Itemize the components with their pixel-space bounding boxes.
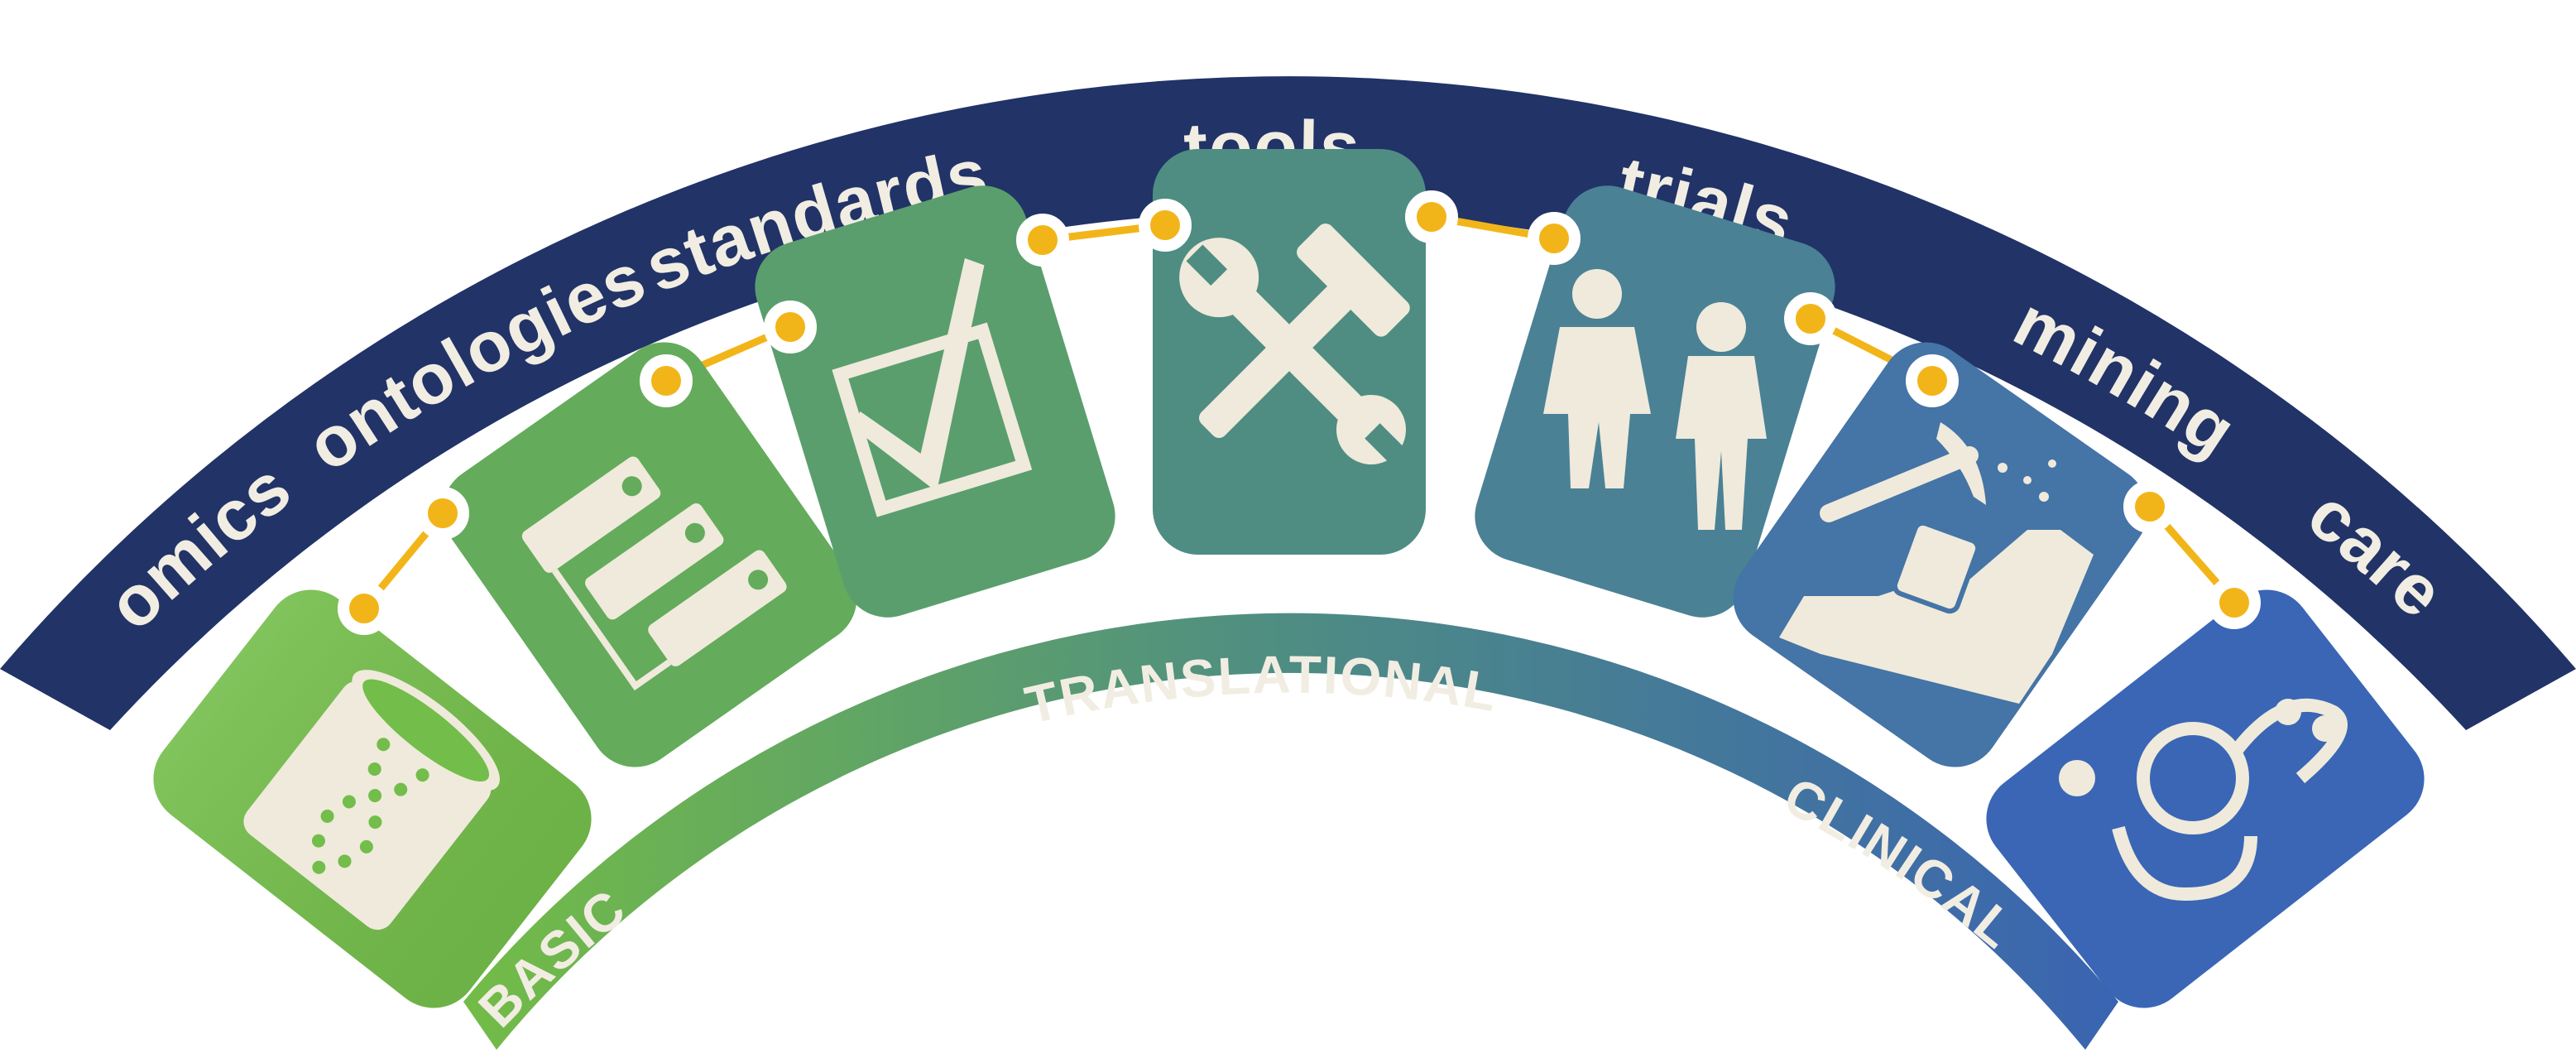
doctor-patient-icon: [1543, 269, 1767, 530]
checkbox-icon: [832, 257, 1033, 517]
stethoscope-icon: [2059, 698, 2348, 902]
inner-stage-band: [463, 613, 2118, 1050]
band-word-clinical: CLINICAL: [1775, 766, 2027, 960]
connector-dots: [338, 190, 2261, 635]
dna-database-icon: [243, 670, 500, 931]
outer-arc-band: [0, 76, 2576, 730]
pickaxe-data-icon: [1779, 422, 2094, 704]
tags-icon: [521, 456, 787, 691]
card-care: [1986, 589, 2425, 1008]
hammer-wrench-icon: [1179, 223, 1410, 464]
card-trials: [1475, 185, 1835, 618]
